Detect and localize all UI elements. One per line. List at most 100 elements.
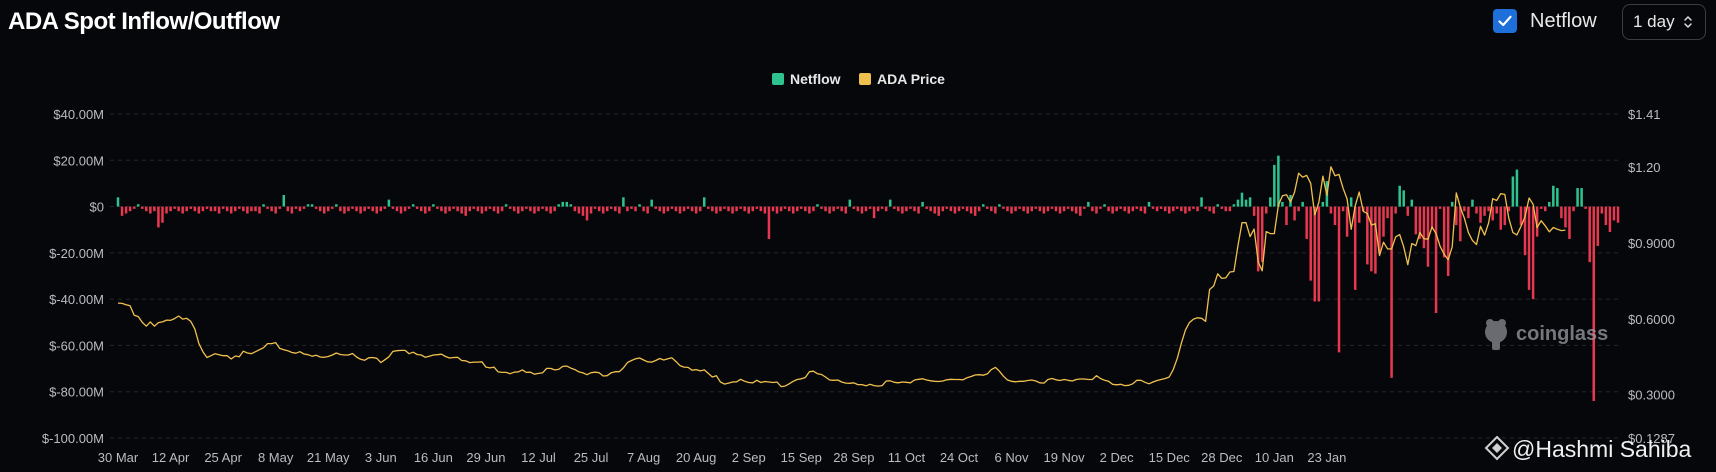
netflow-bar[interactable] <box>181 206 184 214</box>
netflow-bar[interactable] <box>468 206 472 212</box>
netflow-bar[interactable] <box>638 204 641 207</box>
netflow-bar[interactable] <box>921 201 924 207</box>
netflow-bar[interactable] <box>961 206 965 209</box>
netflow-bar[interactable] <box>1046 206 1050 212</box>
netflow-bar[interactable] <box>335 204 338 207</box>
netflow-bar[interactable] <box>703 197 706 207</box>
netflow-bar[interactable] <box>480 206 484 214</box>
netflow-bar[interactable] <box>157 206 160 228</box>
netflow-bar[interactable] <box>1010 206 1013 214</box>
netflow-bar[interactable] <box>1479 206 1482 223</box>
netflow-bar[interactable] <box>1192 206 1195 209</box>
netflow-bar[interactable] <box>969 206 973 214</box>
netflow-bar[interactable] <box>949 206 953 212</box>
netflow-bar[interactable] <box>1438 206 1442 209</box>
netflow-bar[interactable] <box>355 206 358 212</box>
netflow-bar[interactable] <box>1426 206 1430 267</box>
netflow-bar[interactable] <box>662 206 666 214</box>
netflow-bar[interactable] <box>351 206 354 209</box>
netflow-bar[interactable] <box>884 206 888 212</box>
netflow-bar[interactable] <box>1353 206 1357 290</box>
netflow-bar[interactable] <box>1608 206 1612 233</box>
netflow-bar[interactable] <box>533 206 536 214</box>
netflow-bar[interactable] <box>1228 206 1232 212</box>
netflow-bar[interactable] <box>1446 206 1450 276</box>
netflow-bar[interactable] <box>812 206 815 212</box>
netflow-bar[interactable] <box>173 206 176 209</box>
netflow-bar[interactable] <box>905 206 908 212</box>
netflow-bar[interactable] <box>1184 206 1187 214</box>
netflow-bar[interactable] <box>472 206 476 209</box>
netflow-bar[interactable] <box>1196 206 1199 212</box>
netflow-bar[interactable] <box>492 206 496 212</box>
netflow-bar[interactable] <box>250 206 253 212</box>
netflow-bar[interactable] <box>800 206 803 209</box>
netflow-bar[interactable] <box>783 206 787 209</box>
netflow-bar[interactable] <box>852 206 856 209</box>
netflow-bar[interactable] <box>735 206 738 212</box>
netflow-bar[interactable] <box>856 206 860 212</box>
netflow-bar[interactable] <box>282 195 286 207</box>
netflow-bar[interactable] <box>1491 206 1494 221</box>
netflow-bar[interactable] <box>1240 192 1244 207</box>
netflow-bar[interactable] <box>1066 206 1070 209</box>
netflow-bar[interactable] <box>1552 185 1555 207</box>
netflow-bar[interactable] <box>225 206 229 212</box>
netflow-bar[interactable] <box>986 206 989 209</box>
netflow-bar[interactable] <box>573 206 577 212</box>
netflow-bar[interactable] <box>953 206 957 214</box>
netflow-bar[interactable] <box>153 206 156 212</box>
netflow-bar[interactable] <box>626 206 629 212</box>
netflow-bar[interactable] <box>1220 206 1224 209</box>
netflow-bar[interactable] <box>1410 199 1414 207</box>
netflow-bar[interactable] <box>1026 206 1029 214</box>
netflow-bar[interactable] <box>1123 206 1126 212</box>
netflow-bar[interactable] <box>893 206 896 209</box>
netflow-bar[interactable] <box>1402 190 1405 207</box>
netflow-bar[interactable] <box>569 204 573 207</box>
netflow-bar[interactable] <box>229 206 233 214</box>
netflow-bar[interactable] <box>1584 206 1587 209</box>
netflow-bar[interactable] <box>610 206 613 209</box>
netflow-bar[interactable] <box>1580 188 1583 207</box>
netflow-bar[interactable] <box>128 206 132 212</box>
netflow-bar[interactable] <box>820 206 823 209</box>
netflow-bar[interactable] <box>399 206 403 214</box>
netflow-bar[interactable] <box>460 206 463 214</box>
netflow-bar[interactable] <box>868 206 872 209</box>
netflow-bar[interactable] <box>1499 206 1503 230</box>
netflow-bar[interactable] <box>193 206 197 212</box>
netflow-bar[interactable] <box>1317 206 1321 302</box>
netflow-bar[interactable] <box>149 206 152 214</box>
netflow-bar[interactable] <box>1378 206 1381 253</box>
netflow-bar[interactable] <box>233 206 237 212</box>
netflow-bar[interactable] <box>1285 206 1288 226</box>
netflow-bar[interactable] <box>387 199 391 207</box>
netflow-bar[interactable] <box>1616 206 1620 223</box>
netflow-bar[interactable] <box>650 199 653 207</box>
netflow-bar[interactable] <box>359 206 362 214</box>
netflow-bar[interactable] <box>836 206 839 209</box>
netflow-bar[interactable] <box>444 206 447 214</box>
netflow-bar[interactable] <box>165 206 168 214</box>
netflow-bar[interactable] <box>484 206 488 212</box>
netflow-bar[interactable] <box>990 206 993 212</box>
netflow-bar[interactable] <box>1463 206 1466 212</box>
netflow-bar[interactable] <box>428 206 431 212</box>
netflow-bar[interactable] <box>343 206 346 214</box>
netflow-bar[interactable] <box>545 206 548 212</box>
netflow-bar[interactable] <box>941 206 945 212</box>
netflow-bar[interactable] <box>1450 201 1454 207</box>
netflow-bar[interactable] <box>217 206 221 214</box>
netflow-bar[interactable] <box>302 206 306 209</box>
netflow-bar[interactable] <box>1281 201 1284 207</box>
netflow-bar[interactable] <box>1483 206 1486 216</box>
netflow-bar[interactable] <box>1180 206 1183 212</box>
netflow-bar[interactable] <box>694 206 698 214</box>
netflow-bar[interactable] <box>306 204 310 207</box>
netflow-bar[interactable] <box>561 201 564 207</box>
netflow-bar[interactable] <box>1014 206 1017 212</box>
netflow-bar[interactable] <box>298 206 302 212</box>
netflow-bar[interactable] <box>690 206 694 212</box>
netflow-bar[interactable] <box>274 206 277 214</box>
